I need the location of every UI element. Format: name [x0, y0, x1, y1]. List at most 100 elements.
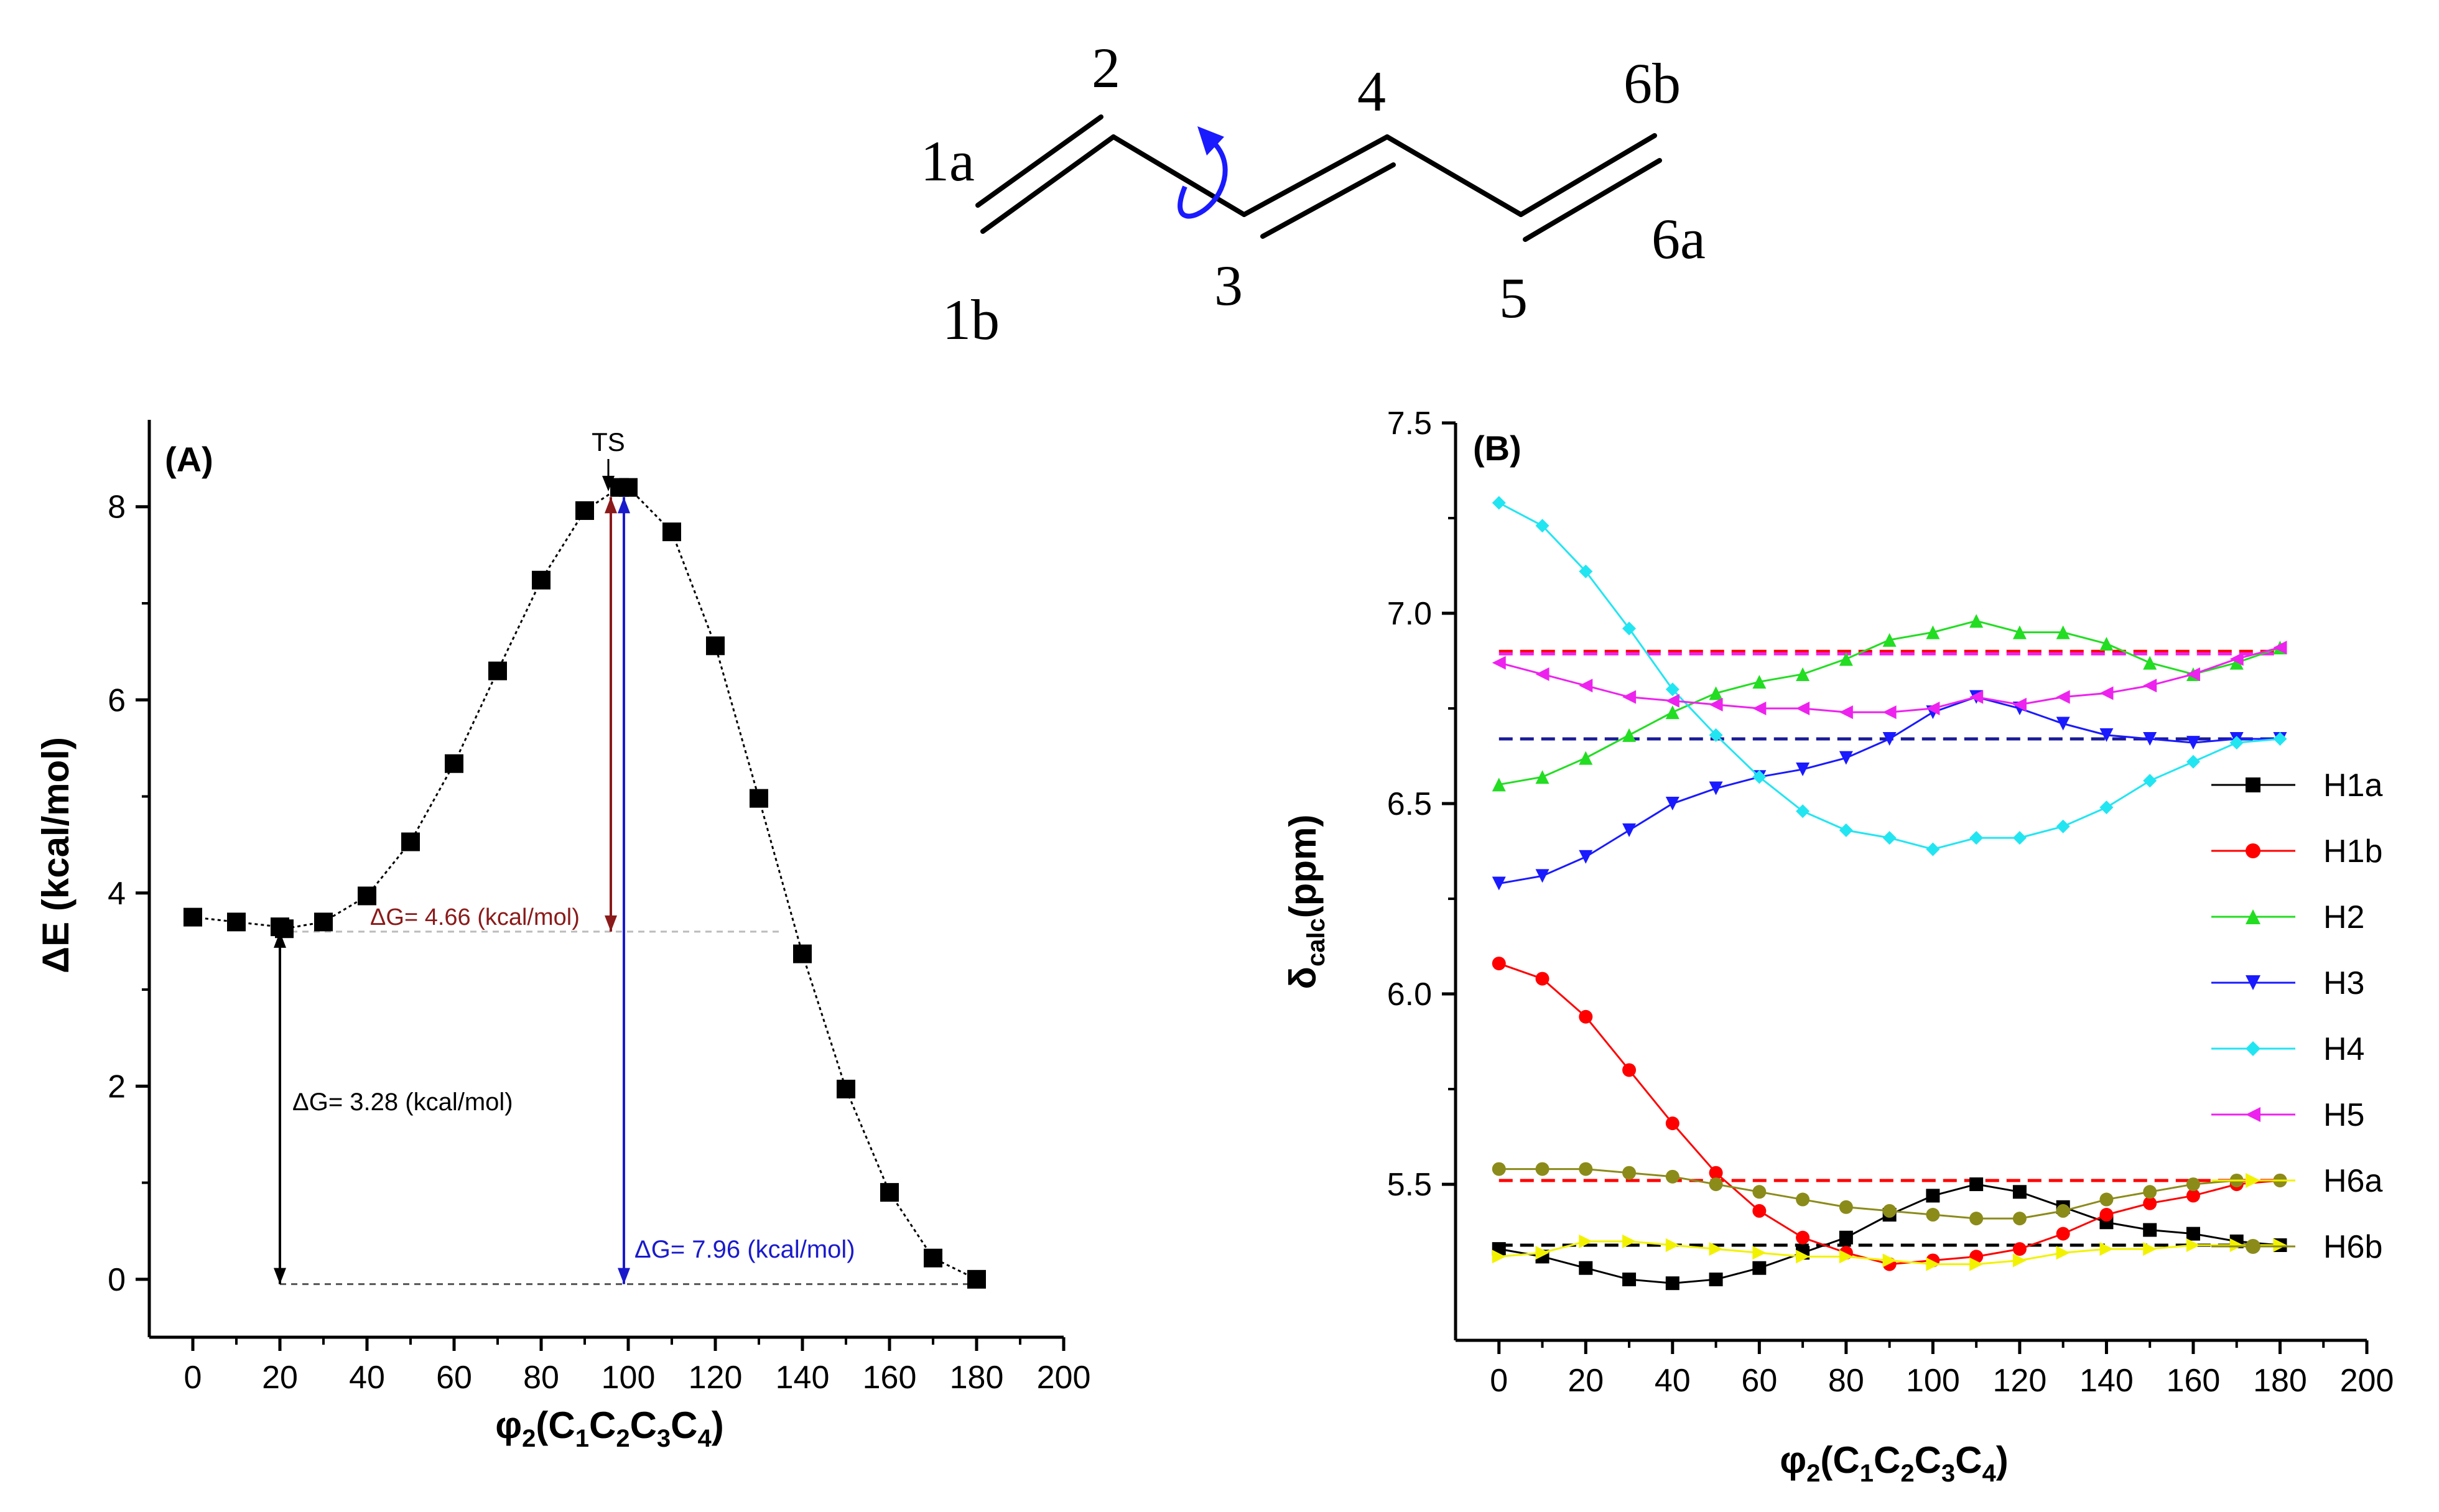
panel-b-x-label-part: (C: [1820, 1439, 1859, 1481]
point-h2: [1709, 686, 1723, 700]
point-h6b: [1839, 1200, 1853, 1214]
atom-label-6a: 6a: [1652, 207, 1706, 271]
point-h3: [1579, 850, 1593, 864]
legend-item-h5: H5: [2211, 1097, 2364, 1133]
point-h4: [2012, 831, 2027, 845]
legend-label: H1a: [2323, 768, 2382, 804]
point-h1b: [1492, 957, 1506, 971]
legend-label: H6b: [2323, 1229, 2382, 1265]
point-h2: [1535, 770, 1549, 784]
point-h6b: [1492, 1162, 1506, 1176]
panel-a-x-label-sub-2: 2: [522, 1425, 536, 1452]
point-h6b: [2012, 1212, 2027, 1226]
point-h5: [1622, 690, 1637, 704]
point-h4: [2056, 819, 2070, 833]
panel-b-y-label-sub: calc: [1303, 918, 1330, 967]
series-h1a: [1492, 1177, 2287, 1291]
point-h5: [1752, 702, 1767, 716]
series-h1b: [1492, 957, 2287, 1271]
panel-b-x-label-part: C: [1915, 1439, 1941, 1481]
point-h2: [1926, 625, 1940, 639]
point-h5: [2012, 697, 2027, 712]
point-h2: [2099, 636, 2114, 651]
dg-466-arrow-head-bottom: [605, 915, 617, 932]
point-h6a: [1969, 1257, 1984, 1271]
series-h2: [1492, 614, 2287, 792]
point-h1b: [1535, 972, 1549, 986]
panel-a-x-label-part: C: [671, 1404, 697, 1446]
panel-a-x-label-part: C: [589, 1404, 616, 1446]
panel-b-x-tick-label: 100: [1906, 1363, 1960, 1399]
point-h5: [1839, 705, 1853, 720]
panel-a-x-tick-label: 60: [436, 1360, 472, 1396]
series-h4: [1492, 496, 2287, 856]
point-h1a: [1579, 1261, 1593, 1275]
point-h1a: [1665, 1276, 1679, 1291]
panel-a-y-tick-label: 2: [108, 1069, 126, 1105]
legend-label: H2: [2323, 899, 2364, 935]
panel-b-y-tick-label: 5.5: [1387, 1167, 1432, 1203]
panel-b-x-tick-label: 80: [1828, 1363, 1864, 1399]
point-h4: [1535, 519, 1549, 533]
energy-point: [445, 754, 463, 773]
point-h1b: [1709, 1166, 1723, 1180]
point-h6b: [1622, 1166, 1637, 1180]
dg-796-arrow-head-bottom: [618, 1268, 630, 1284]
point-h6b: [1796, 1192, 1810, 1207]
point-h6a: [1752, 1246, 1767, 1260]
panel-b-x-label-sub: 2: [1900, 1460, 1914, 1487]
panel-b-x-label-part: ): [1996, 1439, 2009, 1481]
energy-point: [706, 636, 725, 656]
point-h2: [2012, 625, 2027, 639]
legend-item-h3: H3: [2211, 965, 2364, 1001]
point-h2: [1579, 751, 1593, 765]
point-h4: [1969, 831, 1984, 845]
panel-a-label: (A): [165, 440, 213, 479]
dg-328-arrow-head-top: [274, 931, 286, 948]
point-h3: [2186, 736, 2200, 750]
panel-b-x-tick-label: 140: [2079, 1363, 2134, 1399]
point-h1b: [2012, 1242, 2027, 1256]
point-h6b: [2143, 1185, 2157, 1199]
panel-b-y-label-rest: (ppm): [1282, 815, 1324, 919]
panel-b-y-axis-label: δcalc(ppm): [1282, 815, 1330, 990]
ts-arrowhead: [602, 476, 615, 491]
legend-item-h2: H2: [2211, 899, 2364, 935]
point-h4: [1796, 804, 1810, 819]
panel-a-x-label-sub: 1: [575, 1425, 589, 1452]
point-h3: [1535, 869, 1549, 883]
dg-466-arrow-head-top: [605, 497, 617, 514]
point-h5: [1579, 679, 1593, 693]
point-h1b: [2099, 1208, 2114, 1222]
panel-b-y-label-main: δ: [1282, 967, 1324, 989]
panel-b-axes: 0 20 40 60 80 100 120 140 160 180 200 5.5 6.0 6.5 7.0 7…: [1387, 406, 2394, 1399]
rotation-arrow: [1178, 126, 1228, 219]
atom-label-6b: 6b: [1624, 52, 1681, 115]
point-h6a: [1579, 1234, 1593, 1248]
dg-796-label: ΔG= 7.96 (kcal/mol): [634, 1236, 855, 1263]
legend-item-h1b: H1b: [2211, 833, 2382, 870]
dg-796-arrow-head-top: [618, 497, 630, 514]
point-h2: [1622, 728, 1637, 742]
point-h4: [1622, 621, 1637, 636]
energy-point: [619, 478, 638, 497]
panel-b-x-label-sub: 4: [1982, 1460, 1997, 1487]
panel-b-legend: H1a H1b H2 H3 H4 H5 H6a H6b: [2211, 768, 2382, 1265]
point-h5: [2056, 690, 2070, 704]
point-h1a: [1839, 1230, 1853, 1245]
point-h1a: [2186, 1227, 2200, 1241]
panel-a-reference-lines: [280, 930, 977, 1286]
point-h6b: [1882, 1204, 1897, 1218]
panel-a-y-tick-label: 4: [108, 876, 126, 912]
rotation-arc: [1178, 131, 1228, 219]
point-h4: [1839, 823, 1853, 837]
energy-point: [662, 522, 681, 542]
point-h5: [2229, 652, 2244, 666]
point-h2: [1796, 667, 1810, 681]
energy-point: [750, 789, 768, 808]
panel-b-y-tick-label: 6.0: [1387, 976, 1432, 1013]
energy-point: [488, 661, 507, 680]
series-h3: [1492, 690, 2287, 891]
legend-marker: [2246, 777, 2260, 792]
